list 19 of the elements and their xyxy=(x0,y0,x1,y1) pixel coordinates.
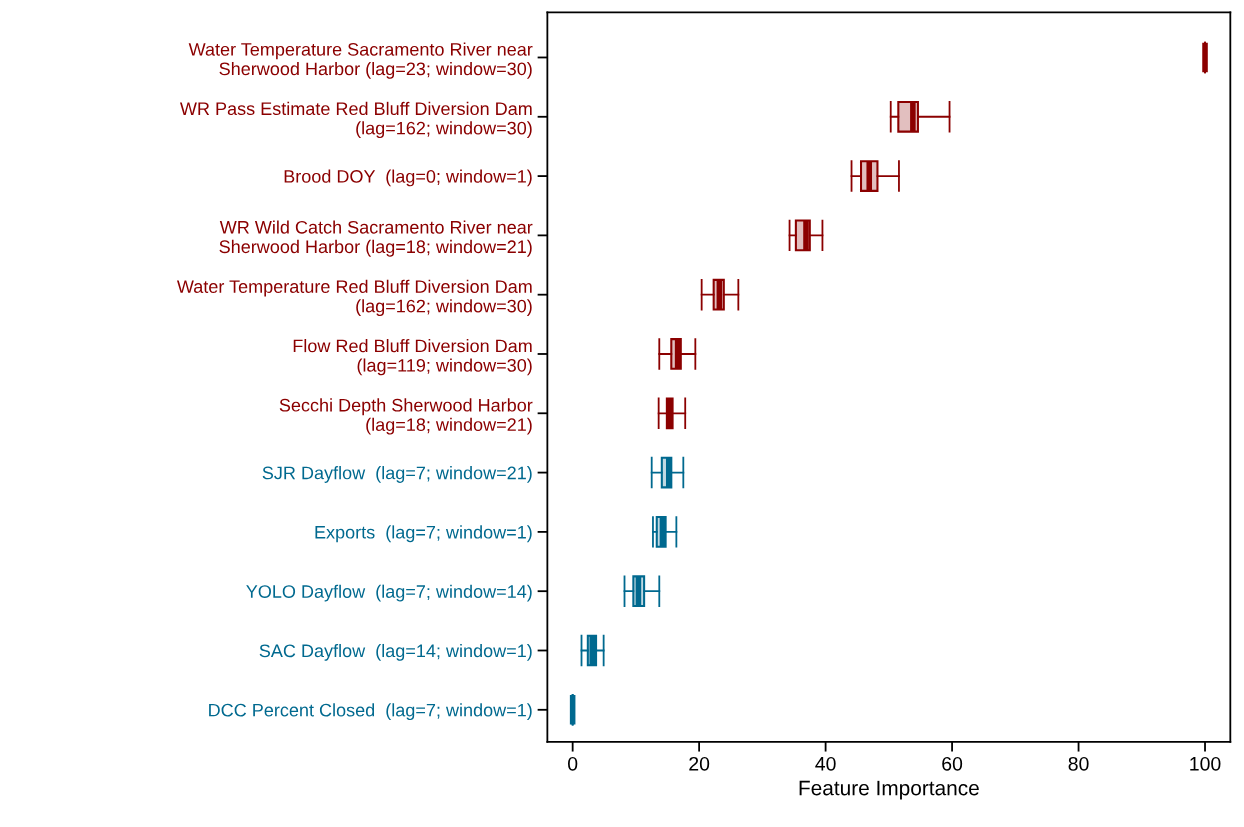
y-tick-label: Exports (lag=7; window=1) xyxy=(315,525,532,543)
y-tick-label: WR Wild Catch Sacramento River near Sherwood Harbor (lag=18; window=21) xyxy=(219,220,533,257)
y-tick-label: Water Temperature Sacramento River near Sherwood Harbor (lag=23; window=30) xyxy=(188,42,533,79)
x-tick-label: 20 xyxy=(689,756,710,771)
x-tick-label: 80 xyxy=(1068,756,1089,771)
y-tick-label: WR Pass Estimate Red Bluff Diversion Dam (lag=162; window=30) xyxy=(180,101,532,139)
y-tick-label: SJR Dayflow (lag=7; window=21) xyxy=(262,466,532,483)
y-tick-label: Flow Red Bluff Diversion Dam (lag=119; window=30) xyxy=(293,339,532,376)
x-tick-label: 60 xyxy=(942,756,963,771)
x-tick-label: 100 xyxy=(1190,756,1221,771)
y-tick-label: Brood DOY (lag=0; window=1) xyxy=(284,169,532,187)
y-tick-label: Water Temperature Red Bluff Diversion Dam (lag=162; window=30) xyxy=(176,279,532,316)
x-axis-title: Feature Importance xyxy=(799,780,979,800)
y-tick-label: Secchi Depth Sherwood Harbor (lag=18; window=21) xyxy=(279,398,533,435)
y-tick-label: DCC Percent Closed (lag=7; window=1) xyxy=(209,703,532,721)
y-tick-label: SAC Dayflow (lag=14; window=1) xyxy=(259,643,532,661)
y-tick-label: YOLO Dayflow (lag=7; window=14) xyxy=(246,584,532,602)
x-tick-label: 0 xyxy=(568,756,578,771)
x-tick-label: 40 xyxy=(815,756,836,771)
